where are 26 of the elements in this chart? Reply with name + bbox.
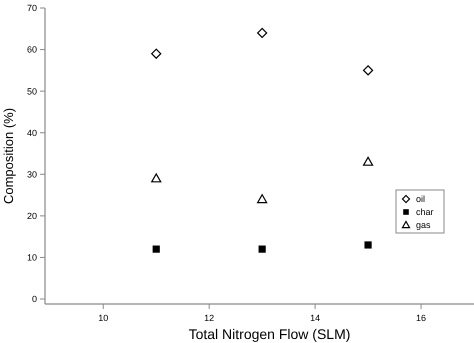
x-axis-title: Total Nitrogen Flow (SLM) (188, 326, 350, 342)
legend-label: gas (416, 220, 432, 230)
point (364, 241, 372, 249)
point (257, 28, 268, 38)
point (151, 173, 162, 182)
point (258, 246, 266, 253)
y-tick-label: 0 (32, 294, 37, 304)
point (152, 246, 160, 253)
legend-label: char (416, 207, 434, 218)
x-tick-label: 16 (416, 313, 426, 323)
legend-label: oil (416, 194, 426, 204)
point (257, 194, 268, 204)
y-tick-label: 60 (26, 44, 37, 55)
y-tick-label: 20 (26, 211, 37, 222)
point (362, 65, 374, 76)
point (151, 48, 162, 59)
y-tick-label: 50 (26, 86, 37, 96)
point (362, 156, 374, 166)
x-tick-label: 10 (98, 313, 108, 323)
x-tick-label: 12 (204, 313, 214, 323)
y-tick-label: 70 (26, 3, 37, 14)
y-tick-label: 10 (26, 252, 37, 263)
y-axis-title: Composition (%) (1, 108, 16, 204)
y-tick-label: 40 (26, 128, 37, 138)
y-tick-label: 30 (26, 169, 37, 180)
x-tick-label: 14 (310, 313, 320, 323)
